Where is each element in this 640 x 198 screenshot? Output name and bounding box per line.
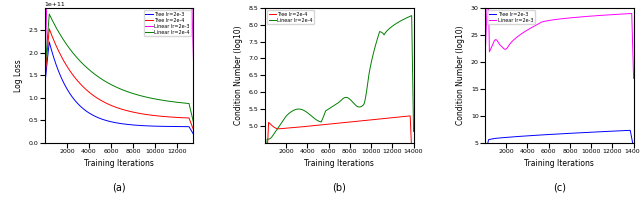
Linear lr=2e-3 (575, 16, 582, 18)
Tree lr=2e-4 (310, 125, 317, 127)
Tree lr=2e-4 (60, 58, 67, 61)
Tree lr=2e-4 (320, 123, 328, 126)
Linear lr=2e-3 (59, 7, 67, 9)
X-axis label: Training Iterations: Training Iterations (304, 159, 374, 168)
Tree lr=2e-4 (189, 129, 197, 131)
Tree lr=2e-3 (90, 114, 97, 117)
Linear lr=2e-3 (481, 60, 489, 63)
Tree lr=2e-3 (149, 125, 157, 127)
Linear lr=2e-4 (135, 94, 143, 96)
Tree lr=2e-4 (355, 120, 362, 122)
Tree lr=2e-3 (148, 125, 156, 127)
Tree lr=2e-3 (499, 136, 507, 139)
Linear lr=2e-4 (45, 13, 53, 15)
Line: Linear lr=2e-4: Linear lr=2e-4 (45, 14, 193, 122)
Line: Tree lr=2e-4: Tree lr=2e-4 (45, 29, 193, 130)
Tree lr=2e-3 (60, 80, 67, 83)
Tree lr=2e-4 (369, 118, 377, 121)
Linear lr=2e-3 (530, 25, 538, 28)
Tree lr=2e-3 (41, 85, 49, 87)
Linear lr=2e-4 (189, 121, 197, 124)
Legend: Tree lr=2e-3, Tree lr=2e-4, Linear lr=2e-3, Linear lr=2e-4: Tree lr=2e-3, Tree lr=2e-4, Linear lr=2e… (144, 10, 191, 36)
Linear lr=2e-4 (100, 79, 108, 82)
Tree lr=2e-4 (410, 195, 417, 197)
Tree lr=2e-4 (406, 115, 414, 117)
Tree lr=2e-3 (588, 131, 596, 133)
Y-axis label: Condition Number (log10): Condition Number (log10) (456, 25, 465, 125)
Linear lr=2e-3 (74, 7, 82, 9)
Linear lr=2e-4 (149, 97, 157, 100)
Linear lr=2e-3 (499, 47, 507, 49)
Linear lr=2e-4 (369, 54, 377, 56)
Y-axis label: Log Loss: Log Loss (14, 59, 23, 92)
Line: Linear lr=2e-4: Linear lr=2e-4 (265, 16, 413, 198)
Line: Tree lr=2e-3: Tree lr=2e-3 (485, 130, 634, 155)
Tree lr=2e-4 (279, 127, 287, 130)
Tree lr=2e-3 (100, 119, 108, 121)
Tree lr=2e-3 (529, 134, 537, 137)
Tree lr=2e-3 (630, 147, 637, 149)
Linear lr=2e-3 (90, 7, 97, 9)
Linear lr=2e-3 (189, 61, 197, 63)
Linear lr=2e-3 (100, 7, 108, 9)
Tree lr=2e-4 (90, 94, 97, 97)
Linear lr=2e-3 (149, 7, 157, 9)
Tree lr=2e-4 (45, 28, 53, 30)
Linear lr=2e-4 (410, 130, 417, 132)
Line: Linear lr=2e-3: Linear lr=2e-3 (45, 8, 193, 75)
Linear lr=2e-4 (90, 72, 97, 75)
Linear lr=2e-4 (355, 106, 362, 108)
Tree lr=2e-4 (149, 114, 157, 117)
Linear lr=2e-3 (148, 7, 156, 9)
Linear lr=2e-3 (589, 15, 597, 17)
Linear lr=2e-4 (310, 116, 317, 119)
Tree lr=2e-4 (41, 79, 49, 81)
Text: 1e+11: 1e+11 (45, 2, 65, 7)
Linear lr=2e-4 (369, 57, 376, 60)
Tree lr=2e-4 (148, 114, 156, 116)
Tree lr=2e-4 (369, 119, 376, 121)
Title: (a): (a) (113, 183, 126, 193)
Linear lr=2e-3 (589, 15, 596, 17)
Legend: Tree lr=2e-4, Linear lr=2e-4: Tree lr=2e-4, Linear lr=2e-4 (268, 10, 314, 24)
X-axis label: Training Iterations: Training Iterations (524, 159, 594, 168)
Tree lr=2e-3 (135, 124, 143, 127)
Linear lr=2e-3 (41, 74, 49, 76)
Tree lr=2e-3 (189, 133, 197, 135)
Linear lr=2e-3 (540, 20, 548, 23)
Line: Tree lr=2e-3: Tree lr=2e-3 (45, 42, 193, 134)
Title: (b): (b) (332, 183, 346, 193)
Linear lr=2e-4 (60, 38, 67, 40)
Tree lr=2e-3 (45, 41, 53, 43)
Legend: Tree lr=2e-3, Linear lr=2e-3: Tree lr=2e-3, Linear lr=2e-3 (487, 10, 534, 24)
Title: (c): (c) (553, 183, 566, 193)
Linear lr=2e-3 (630, 77, 637, 80)
Linear lr=2e-4 (148, 97, 156, 100)
Tree lr=2e-3 (589, 131, 597, 133)
Line: Tree lr=2e-4: Tree lr=2e-4 (265, 116, 413, 198)
Tree lr=2e-4 (100, 101, 108, 103)
Tree lr=2e-3 (481, 153, 489, 156)
Tree lr=2e-3 (540, 134, 548, 136)
Linear lr=2e-3 (135, 7, 143, 9)
Tree lr=2e-3 (575, 132, 582, 134)
Linear lr=2e-4 (41, 72, 49, 74)
Linear lr=2e-4 (279, 120, 287, 122)
Tree lr=2e-4 (135, 112, 143, 114)
X-axis label: Training Iterations: Training Iterations (84, 159, 154, 168)
Linear lr=2e-4 (408, 14, 415, 17)
Y-axis label: Condition Number (log10): Condition Number (log10) (234, 25, 243, 125)
Linear lr=2e-4 (320, 115, 328, 117)
Line: Linear lr=2e-3: Linear lr=2e-3 (485, 0, 634, 78)
Tree lr=2e-3 (627, 129, 634, 131)
